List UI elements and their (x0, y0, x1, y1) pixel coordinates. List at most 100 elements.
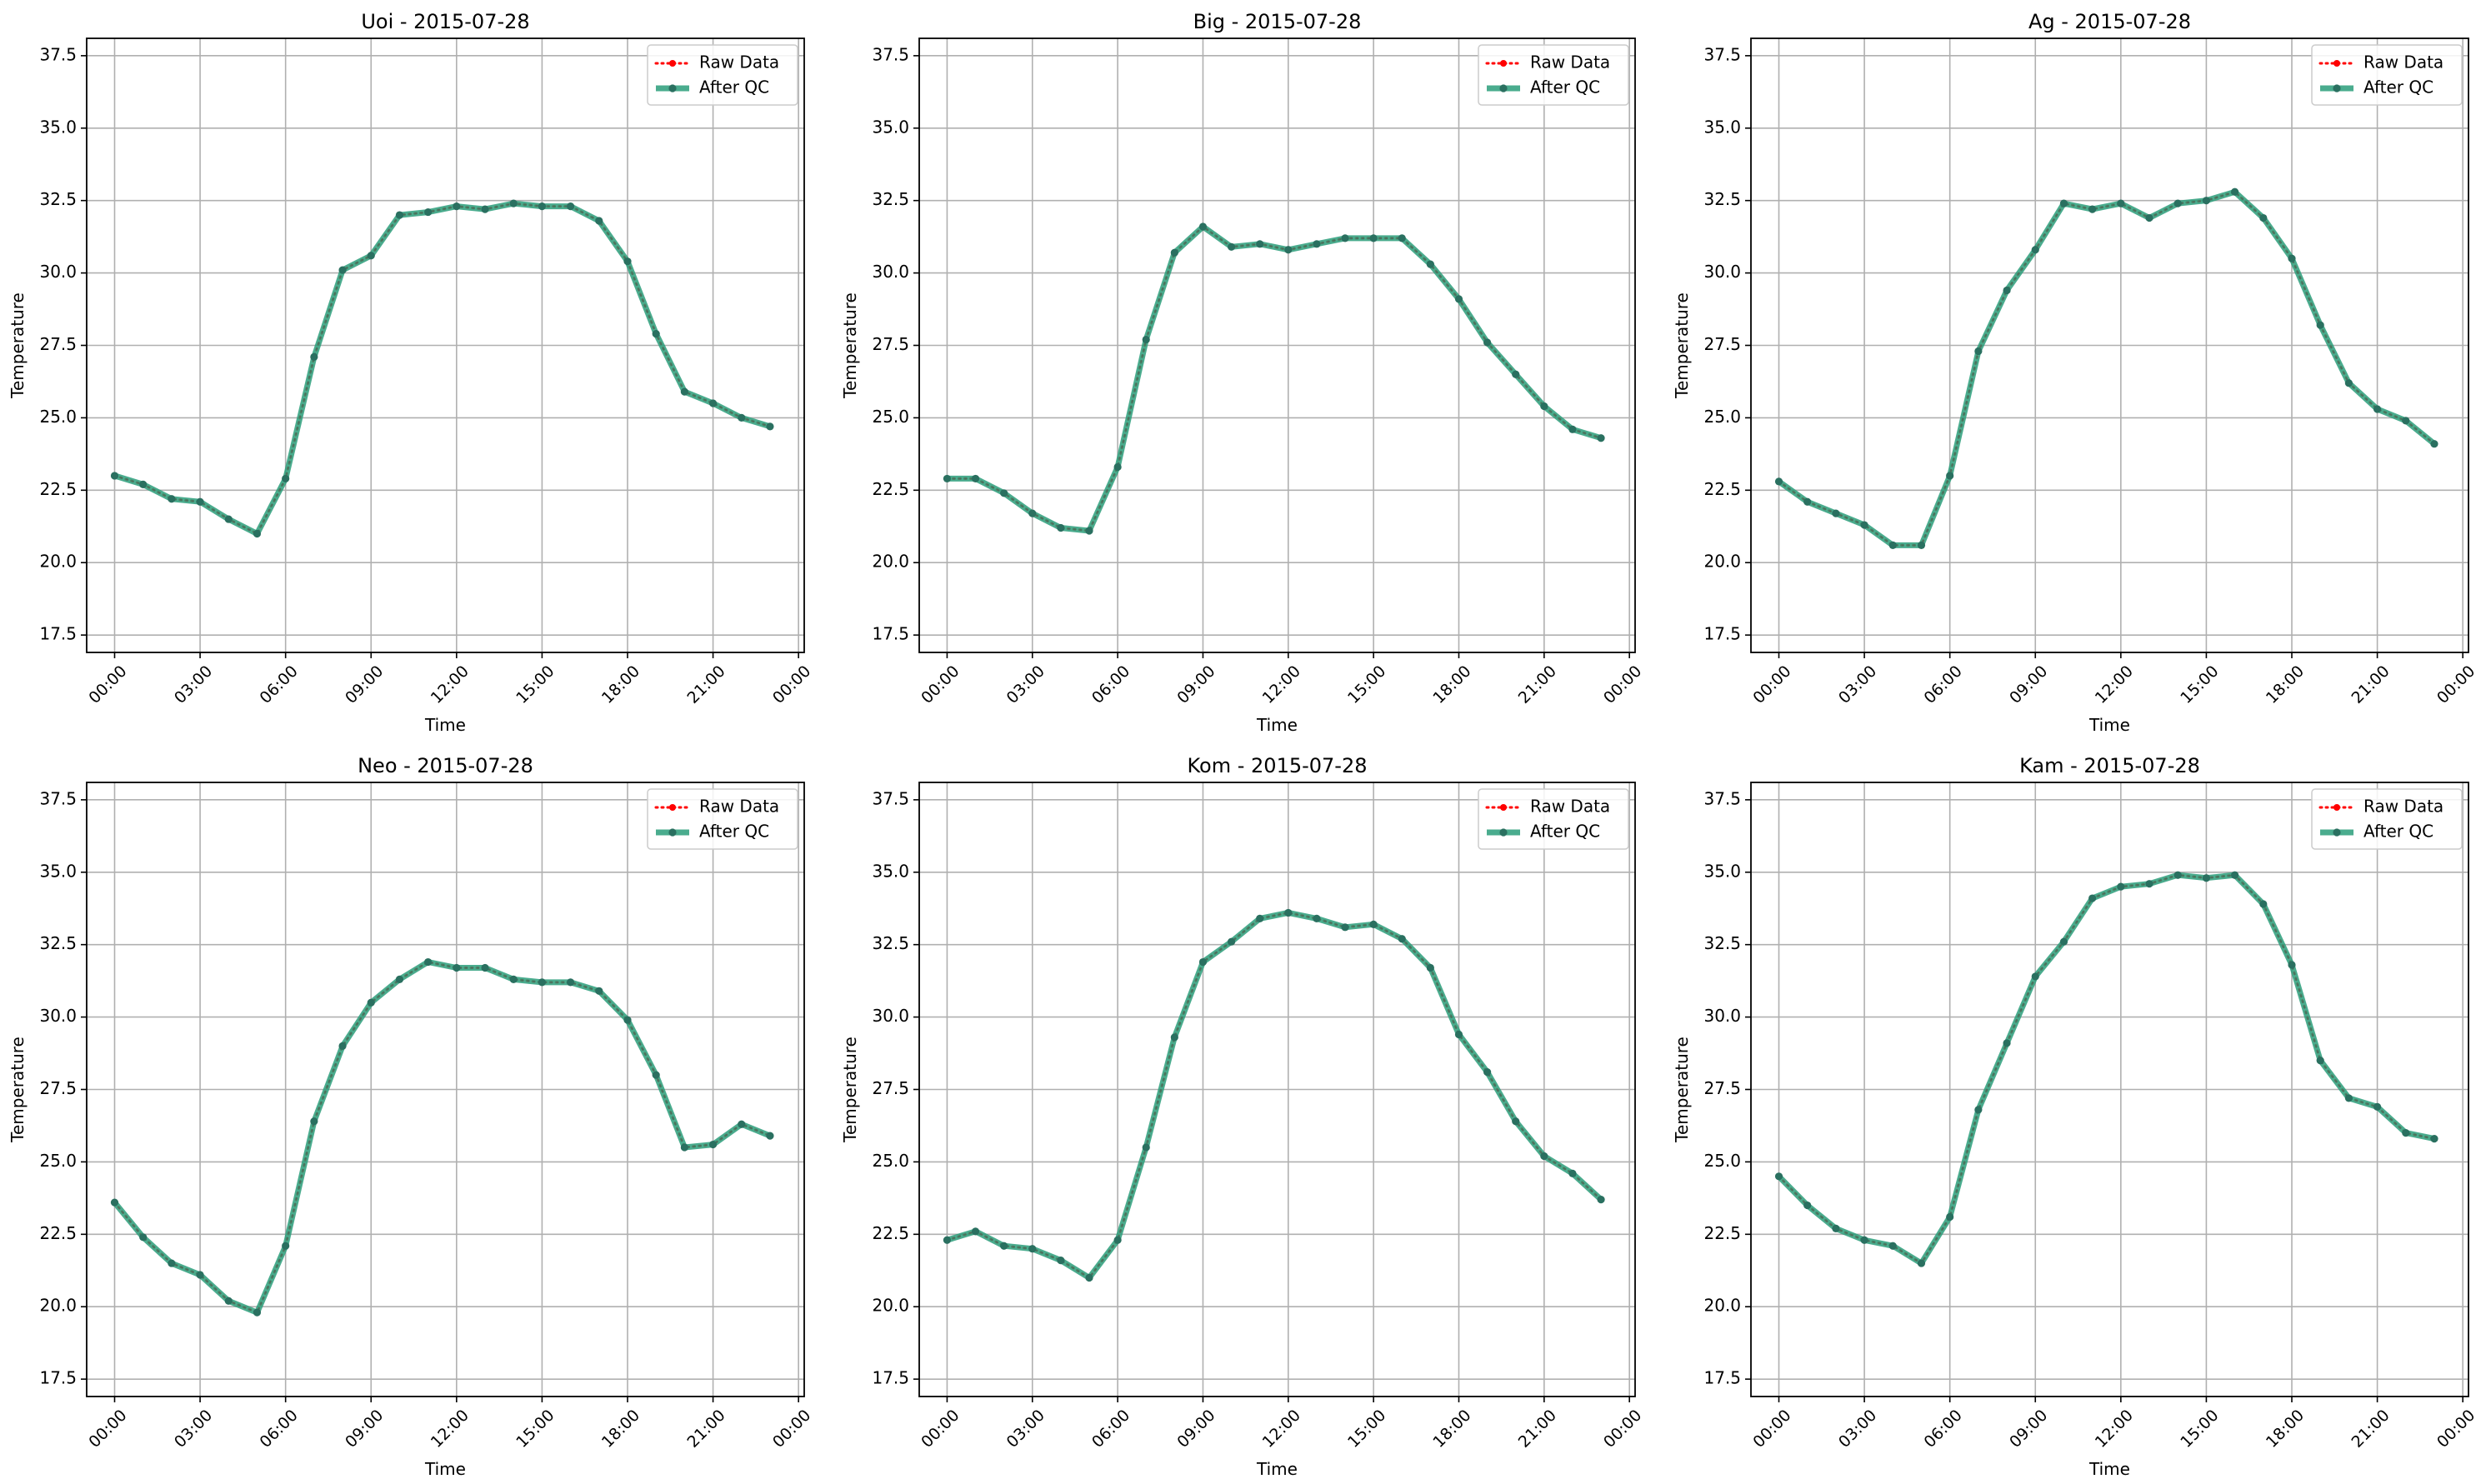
after-qc-point (1974, 347, 1983, 356)
x-tick-label: 06:00 (257, 1407, 302, 1452)
after-qc-point (224, 1297, 233, 1305)
after-qc-point (2117, 199, 2125, 207)
after-qc-point (1860, 521, 1868, 529)
after-qc-point (1540, 402, 1548, 411)
raw-data-overlay-line (1778, 191, 2435, 547)
after-qc-point (424, 207, 433, 217)
after-qc-point (1946, 1212, 1954, 1222)
after-qc-point (1888, 1242, 1897, 1250)
after-qc-point (139, 1233, 148, 1242)
legend-raw-label: Raw Data (699, 52, 779, 72)
axes-frame (1750, 782, 2469, 1397)
x-tick-label: 18:00 (2263, 1407, 2308, 1452)
after-qc-point (971, 474, 980, 483)
after-qc-point (538, 202, 547, 211)
y-tick-label: 17.5 (39, 1368, 77, 1388)
x-tick-label: 15:00 (513, 662, 558, 707)
after-qc-point (2088, 894, 2097, 902)
y-tick-label: 37.5 (1703, 44, 1741, 64)
after-qc-point (2430, 1134, 2438, 1143)
y-tick-label: 35.0 (872, 861, 909, 881)
legend-raw-label: Raw Data (2363, 797, 2443, 817)
x-axis-label: Time (2088, 1459, 2130, 1479)
x-tick-label: 03:00 (171, 662, 216, 707)
x-tick-label: 06:00 (1921, 1407, 1966, 1452)
x-tick-label: 09:00 (342, 662, 387, 707)
after-qc-point (1774, 1172, 1783, 1181)
after-qc-point (1398, 234, 1406, 242)
after-qc-point (168, 1259, 176, 1267)
x-tick-label: 00:00 (769, 1407, 814, 1452)
x-tick-label: 21:00 (683, 1407, 728, 1452)
y-tick-label: 32.5 (872, 189, 909, 209)
axes-frame (918, 782, 1636, 1397)
after-qc-point (943, 474, 952, 483)
legend-qc-label: After QC (699, 822, 769, 842)
after-qc-point (310, 1117, 318, 1126)
after-qc-point (1540, 1152, 1548, 1161)
x-tick-label: 12:00 (1259, 662, 1304, 707)
y-axis-label: Temperature (1672, 1037, 1692, 1143)
after-qc-point (2430, 440, 2438, 448)
x-tick-label: 03:00 (171, 1407, 216, 1452)
x-tick-label: 06:00 (257, 662, 302, 707)
legend-qc-marker (2333, 84, 2341, 92)
after-qc-point (395, 975, 404, 983)
subplot-3: 00:00 03:00 06:00 09:00 12:00 15:00 18:00 21:00… (1672, 10, 2478, 735)
x-tick-label: 03:00 (1835, 1407, 1880, 1452)
after-qc-point (2288, 254, 2296, 262)
x-tick-label: 21:00 (683, 662, 728, 707)
after-qc-point (1803, 1201, 1812, 1210)
after-qc-point (110, 1198, 119, 1207)
axes-frame (1750, 37, 2469, 653)
after-qc-point (2202, 197, 2211, 205)
x-tick-label: 06:00 (1088, 1407, 1133, 1452)
legend-qc-label: After QC (1530, 77, 1600, 97)
y-tick-label: 25.0 (1703, 1151, 1741, 1171)
legend-raw-marker (1500, 60, 1507, 67)
after-qc-point (1085, 527, 1093, 535)
y-tick-label: 27.5 (39, 334, 77, 354)
after-qc-point (367, 252, 375, 260)
y-axis-label: Temperature (8, 1037, 28, 1143)
after-qc-point (453, 202, 461, 211)
after-qc-point (1000, 489, 1008, 497)
after-qc-point (1227, 242, 1236, 251)
x-tick-label: 18:00 (1429, 662, 1474, 707)
legend-qc-marker (1499, 84, 1508, 92)
x-tick-label: 00:00 (918, 1407, 963, 1452)
after-qc-point (1113, 462, 1122, 472)
raw-data-overlay-line (114, 202, 771, 535)
after-qc-point (623, 1016, 632, 1024)
x-tick-label: 18:00 (598, 662, 643, 707)
after-qc-point (1284, 908, 1293, 917)
after-qc-point (2173, 871, 2182, 879)
legend-raw-label: Raw Data (1530, 797, 1610, 817)
x-axis-label: Time (1256, 1459, 1298, 1479)
after-qc-point (1917, 541, 1926, 549)
after-qc-point (395, 211, 404, 219)
y-tick-label: 17.5 (1703, 624, 1741, 644)
after-qc-point (2059, 937, 2068, 946)
after-qc-point (2117, 882, 2125, 891)
raw-data-overlay-line (1778, 874, 2435, 1265)
after-qc-point (766, 1132, 774, 1140)
after-qc-point (2288, 961, 2296, 969)
after-qc-point (1888, 541, 1897, 549)
after-qc-point (680, 1143, 688, 1152)
x-tick-label: 18:00 (2263, 662, 2308, 707)
after-qc-point (1832, 509, 1840, 517)
x-tick-label: 15:00 (513, 1407, 558, 1452)
y-tick-label: 22.5 (872, 1223, 909, 1243)
legend: Raw Data After QC (647, 788, 798, 850)
after-qc-point (1860, 1236, 1868, 1244)
after-qc-point (110, 472, 119, 480)
subplot-title: Big - 2015-07-28 (1193, 10, 1362, 33)
after-qc-point (1917, 1259, 1926, 1267)
after-qc-point (2202, 874, 2211, 882)
after-qc-point (338, 1042, 347, 1050)
legend-qc-marker (668, 84, 677, 92)
legend-qc-marker (1499, 828, 1508, 837)
x-tick-label: 21:00 (1515, 662, 1560, 707)
